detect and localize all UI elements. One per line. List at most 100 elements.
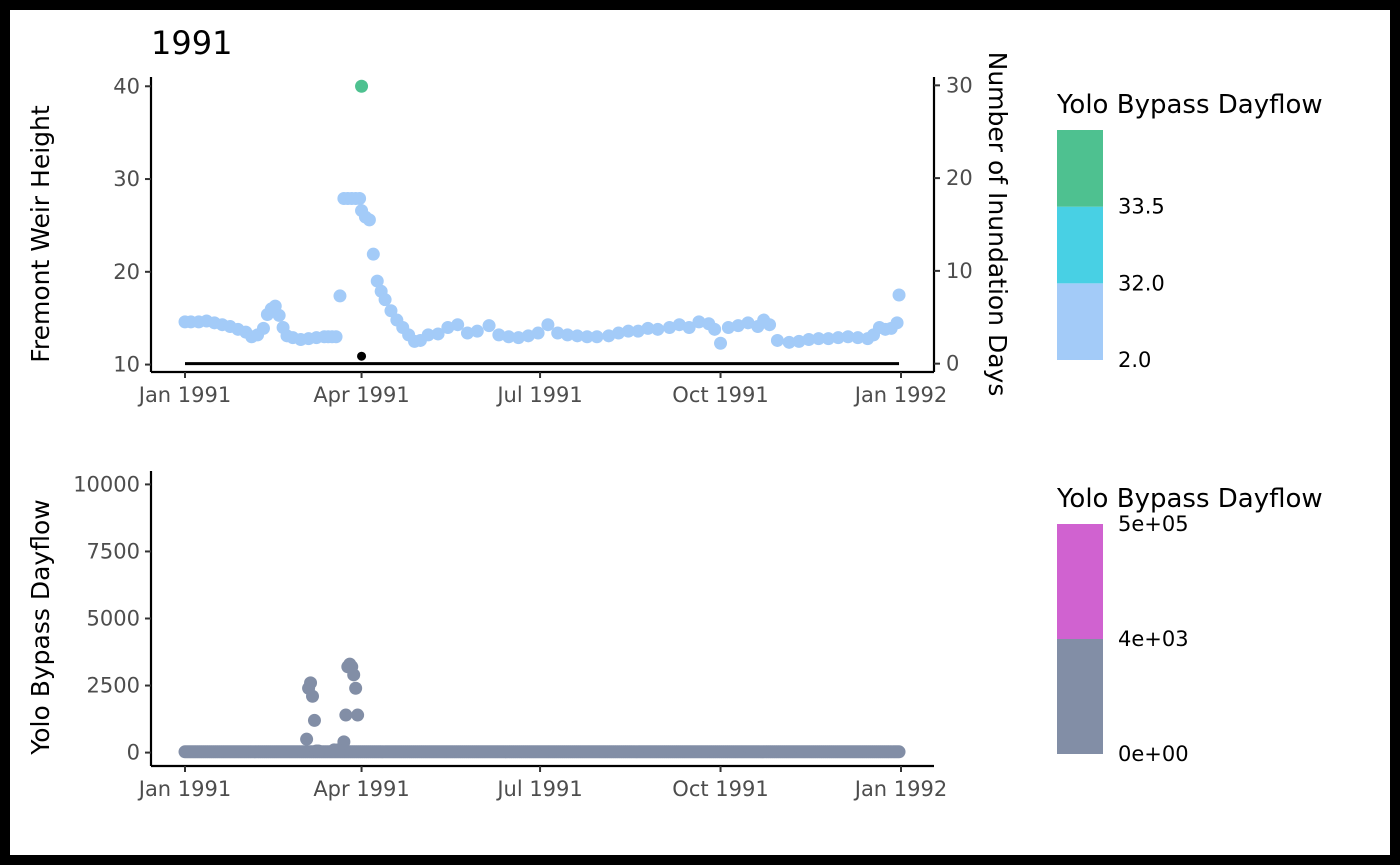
legend-label: 4e+03 <box>1118 627 1189 651</box>
weir-height-point <box>421 328 435 342</box>
x-tick-label: Jan 1991 <box>137 777 232 801</box>
x-tick-label: Jul 1991 <box>495 383 582 407</box>
weir-height-point <box>353 192 367 206</box>
weir-height-point <box>355 79 369 93</box>
x-tick-label: Jan 1992 <box>853 777 948 801</box>
legend-color-bin <box>1057 206 1103 284</box>
bottom-legend-colorbar <box>1057 524 1103 754</box>
weir-height-point <box>821 332 835 346</box>
weir-height-point <box>621 324 635 338</box>
bottom-legend-title: Yolo Bypass Dayflow <box>1056 484 1323 514</box>
weir-height-point <box>708 322 722 336</box>
legend-color-bin <box>1057 524 1103 639</box>
top-y-ticks: 10 20 30 40 <box>113 74 151 377</box>
plot-title: 1991 <box>151 24 232 62</box>
y-tick-label: 10 <box>113 353 140 377</box>
dayflow-point <box>307 713 321 727</box>
weir-height-point <box>782 335 796 349</box>
legend-label: 2.0 <box>1118 348 1151 372</box>
top-y2-axis-title: Number of Inundation Days <box>983 52 1012 397</box>
weir-height-point <box>692 315 706 329</box>
weir-height-point <box>731 319 745 333</box>
weir-height-point <box>551 326 565 340</box>
x-tick-label: Apr 1991 <box>313 383 409 407</box>
weir-height-point <box>682 320 696 334</box>
inundation-days-point <box>357 351 367 361</box>
top-x-ticks: Jan 1991 Apr 1991 Jul 1991 Oct 1991 Jan 1992 <box>137 372 948 407</box>
x-tick-label: Jul 1991 <box>495 777 582 801</box>
bottom-x-ticks: Jan 1991 Apr 1991 Jul 1991 Oct 1991 Jan 1992 <box>137 766 948 801</box>
figure-svg: 1991 10 20 30 40 0 10 20 30 Jan 1991 Apr 1991 Ju… <box>26 24 1323 801</box>
dayflow-point <box>892 745 906 759</box>
y2-tick-label: 10 <box>946 259 973 283</box>
weir-height-point <box>329 330 343 344</box>
weir-height-point <box>482 319 496 333</box>
legend-label: 33.5 <box>1118 195 1165 219</box>
weir-height-point <box>451 318 465 332</box>
weir-height-point <box>812 332 826 346</box>
weir-height-point <box>651 322 665 336</box>
legend-label: 0e+00 <box>1118 742 1189 766</box>
dayflow-point <box>300 732 314 746</box>
weir-height-point <box>561 328 575 342</box>
weir-height-point <box>672 318 686 332</box>
weir-height-point <box>851 331 865 345</box>
weir-height-point <box>531 326 545 340</box>
legend-color-bin <box>1057 130 1103 207</box>
bottom-legend-labels: 0e+00 4e+03 5e+05 <box>1118 512 1189 766</box>
y-tick-label: 0 <box>127 741 140 765</box>
figure-canvas: 1991 10 20 30 40 0 10 20 30 Jan 1991 Apr 1991 Ju… <box>10 10 1390 855</box>
dayflow-point <box>351 708 365 722</box>
weir-height-point <box>370 274 384 288</box>
weir-height-point <box>272 308 286 322</box>
y2-tick-label: 0 <box>946 352 959 376</box>
weir-height-point <box>460 326 474 340</box>
weir-height-point <box>384 304 398 318</box>
bottom-points-layer <box>178 657 906 759</box>
weir-height-point <box>333 289 347 303</box>
weir-height-point <box>641 321 655 335</box>
weir-height-point <box>612 326 626 340</box>
top-legend-colorbar <box>1057 130 1103 360</box>
legend-color-bin <box>1057 283 1103 360</box>
weir-height-point <box>631 324 645 338</box>
bottom-legend: Yolo Bypass Dayflow 0e+00 4e+03 5e+05 <box>1056 484 1323 766</box>
x-tick-label: Jan 1991 <box>137 383 232 407</box>
dayflow-point <box>331 743 345 757</box>
weir-height-point <box>602 329 616 343</box>
y-tick-label: 40 <box>113 74 140 98</box>
weir-height-point <box>378 293 392 307</box>
weir-height-point <box>663 320 677 334</box>
weir-height-point <box>431 327 445 341</box>
weir-height-point <box>362 213 376 227</box>
weir-height-point <box>741 316 755 330</box>
legend-label: 32.0 <box>1118 271 1165 295</box>
dayflow-point <box>304 676 318 690</box>
x-tick-label: Jan 1992 <box>853 383 948 407</box>
weir-height-point <box>831 331 845 345</box>
weir-height-point <box>502 330 516 344</box>
top-legend-labels: 2.0 32.0 33.5 <box>1118 195 1165 372</box>
top-legend: Yolo Bypass Dayflow 2.0 32.0 33.5 <box>1056 90 1323 372</box>
x-tick-label: Oct 1991 <box>672 383 768 407</box>
weir-height-point <box>580 330 594 344</box>
weir-height-point <box>366 247 380 261</box>
y-tick-label: 5000 <box>87 607 140 631</box>
top-panel: 1991 10 20 30 40 0 10 20 30 Jan 1991 Apr 1991 Ju… <box>26 24 1012 407</box>
weir-height-point <box>492 328 506 342</box>
top-y-axis-title: Fremont Weir Height <box>26 105 55 363</box>
y-tick-label: 20 <box>113 260 140 284</box>
weir-height-point <box>770 333 784 347</box>
weir-height-point <box>441 320 455 334</box>
dayflow-point <box>347 668 361 682</box>
weir-height-point <box>763 318 777 332</box>
weir-height-point <box>511 331 525 345</box>
top-legend-title: Yolo Bypass Dayflow <box>1056 90 1323 120</box>
x-tick-label: Oct 1991 <box>672 777 768 801</box>
weir-height-point <box>890 316 904 330</box>
weir-height-point <box>590 330 604 344</box>
weir-height-point <box>470 324 484 338</box>
weir-height-point <box>841 330 855 344</box>
legend-color-bin <box>1057 639 1103 754</box>
weir-height-point <box>721 320 735 334</box>
